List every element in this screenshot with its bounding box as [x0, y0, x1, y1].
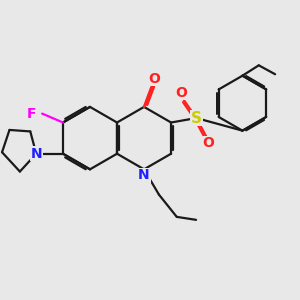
- Text: O: O: [148, 72, 160, 86]
- Text: O: O: [202, 136, 214, 150]
- Text: O: O: [176, 86, 188, 100]
- Text: N: N: [138, 168, 150, 182]
- Text: F: F: [27, 106, 36, 121]
- Text: S: S: [191, 110, 202, 125]
- Text: N: N: [30, 147, 42, 161]
